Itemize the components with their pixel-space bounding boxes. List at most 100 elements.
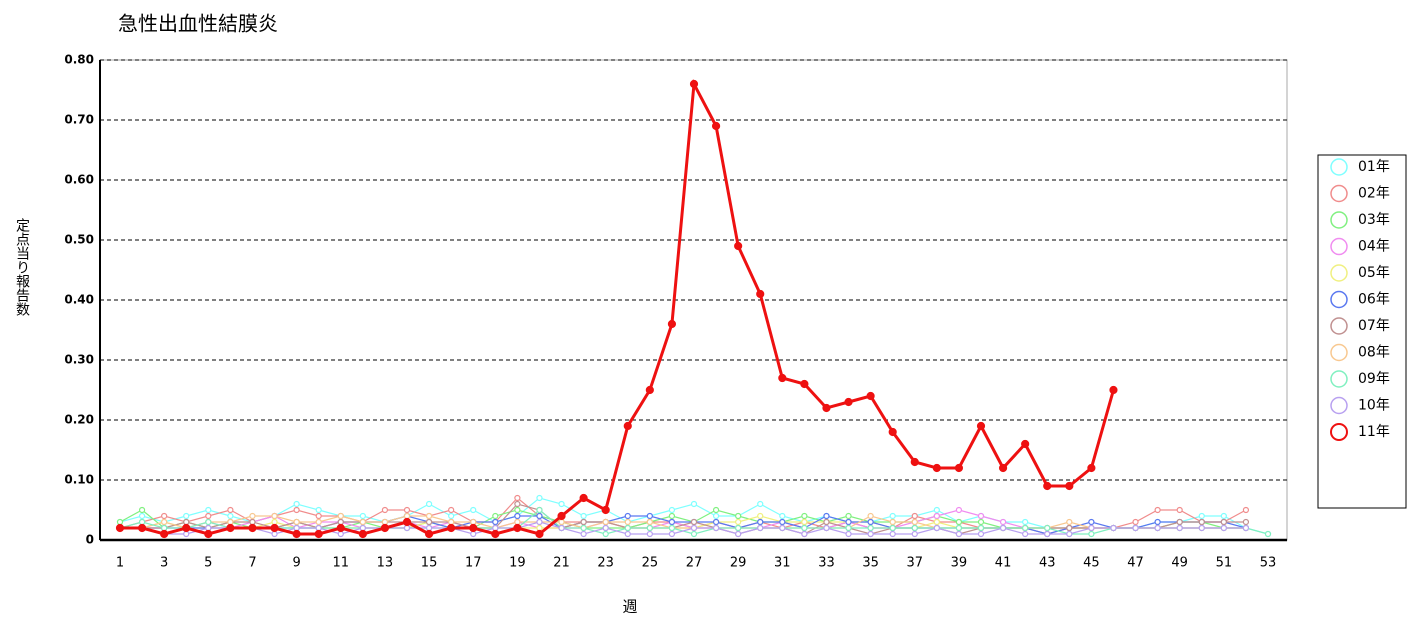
- legend-label: 05年: [1358, 265, 1390, 281]
- data-point: [668, 512, 676, 520]
- data-point: [866, 391, 875, 401]
- data-point: [337, 518, 344, 526]
- y-tick-label: 0.40: [64, 293, 94, 307]
- data-point: [735, 524, 742, 532]
- data-point: [1220, 524, 1227, 532]
- data-point: [1154, 506, 1161, 514]
- data-point: [205, 506, 212, 514]
- legend-label: 01年: [1358, 159, 1390, 175]
- data-point: [1242, 524, 1250, 532]
- data-point: [359, 524, 366, 532]
- data-point: [1198, 512, 1205, 520]
- legend-marker: [1330, 317, 1348, 335]
- data-point: [977, 518, 985, 526]
- data-point: [1022, 518, 1029, 526]
- data-point: [823, 518, 830, 526]
- data-point: [823, 512, 830, 520]
- data-point: [491, 529, 500, 539]
- data-point: [425, 512, 433, 520]
- legend-marker: [1330, 237, 1348, 256]
- data-point: [955, 506, 963, 514]
- data-point: [1043, 481, 1052, 491]
- data-point: [204, 529, 213, 539]
- data-point: [448, 518, 455, 526]
- legend-label: 06年: [1358, 292, 1390, 308]
- x-tick-label: 53: [1260, 556, 1277, 571]
- data-point: [182, 523, 191, 533]
- data-point: [381, 518, 389, 526]
- data-point: [1044, 530, 1051, 538]
- data-point: [778, 373, 787, 383]
- data-point: [911, 530, 918, 538]
- data-point: [779, 518, 786, 526]
- data-point: [536, 512, 543, 520]
- data-point: [977, 524, 985, 532]
- data-point: [226, 523, 235, 533]
- data-point: [558, 518, 565, 526]
- data-point: [183, 512, 190, 520]
- series-line: [120, 515, 1246, 529]
- data-point: [1066, 524, 1073, 532]
- data-point: [1220, 518, 1227, 526]
- data-point: [1021, 439, 1030, 449]
- data-point: [867, 518, 874, 526]
- data-point: [955, 524, 963, 532]
- data-point: [1088, 530, 1095, 538]
- data-point: [822, 403, 831, 413]
- y-tick-label: 0.30: [64, 353, 94, 367]
- data-point: [403, 506, 411, 514]
- x-tick-label: 25: [642, 556, 659, 571]
- x-tick-label: 19: [509, 556, 526, 571]
- data-point: [359, 518, 366, 526]
- data-point: [292, 529, 301, 539]
- data-point: [336, 523, 345, 533]
- data-point: [314, 529, 323, 539]
- series-line: [120, 78, 1115, 536]
- data-point: [293, 518, 300, 526]
- data-point: [579, 493, 588, 503]
- x-tick-label: 49: [1171, 556, 1188, 571]
- data-point: [447, 523, 456, 533]
- data-point: [315, 512, 322, 520]
- data-point: [270, 523, 279, 533]
- legend-marker: [1330, 343, 1348, 362]
- x-tick-label: 13: [377, 556, 394, 571]
- x-tick-label: 45: [1083, 556, 1100, 571]
- data-point: [315, 518, 322, 526]
- data-point: [137, 523, 147, 533]
- x-tick-label: 17: [465, 556, 482, 571]
- data-point: [955, 530, 963, 538]
- x-tick-label: 35: [862, 556, 879, 571]
- data-point: [1132, 518, 1139, 526]
- data-point: [205, 524, 212, 532]
- data-point: [492, 518, 499, 526]
- legend-label: 07年: [1358, 318, 1390, 334]
- data-point: [690, 500, 698, 508]
- data-point: [249, 518, 256, 526]
- data-point: [668, 506, 676, 514]
- data-point: [514, 512, 521, 520]
- data-point: [1176, 506, 1183, 514]
- data-point: [470, 518, 477, 526]
- data-point: [646, 518, 653, 526]
- data-point: [955, 518, 963, 526]
- data-point: [867, 530, 874, 538]
- data-point: [116, 518, 124, 526]
- x-tick-label: 33: [818, 556, 835, 571]
- data-point: [712, 506, 720, 514]
- x-axis-label: 週: [622, 598, 637, 616]
- data-point: [138, 512, 146, 520]
- data-point: [1087, 463, 1096, 473]
- data-point: [1022, 524, 1029, 532]
- data-point: [536, 518, 543, 526]
- data-point: [779, 512, 786, 520]
- data-point: [712, 518, 720, 526]
- data-point: [161, 512, 168, 520]
- data-point: [889, 518, 896, 526]
- data-point: [624, 512, 631, 520]
- data-point: [580, 524, 587, 532]
- data-point: [867, 524, 874, 532]
- data-point: [756, 289, 765, 299]
- data-point: [735, 518, 742, 526]
- data-point: [271, 530, 278, 538]
